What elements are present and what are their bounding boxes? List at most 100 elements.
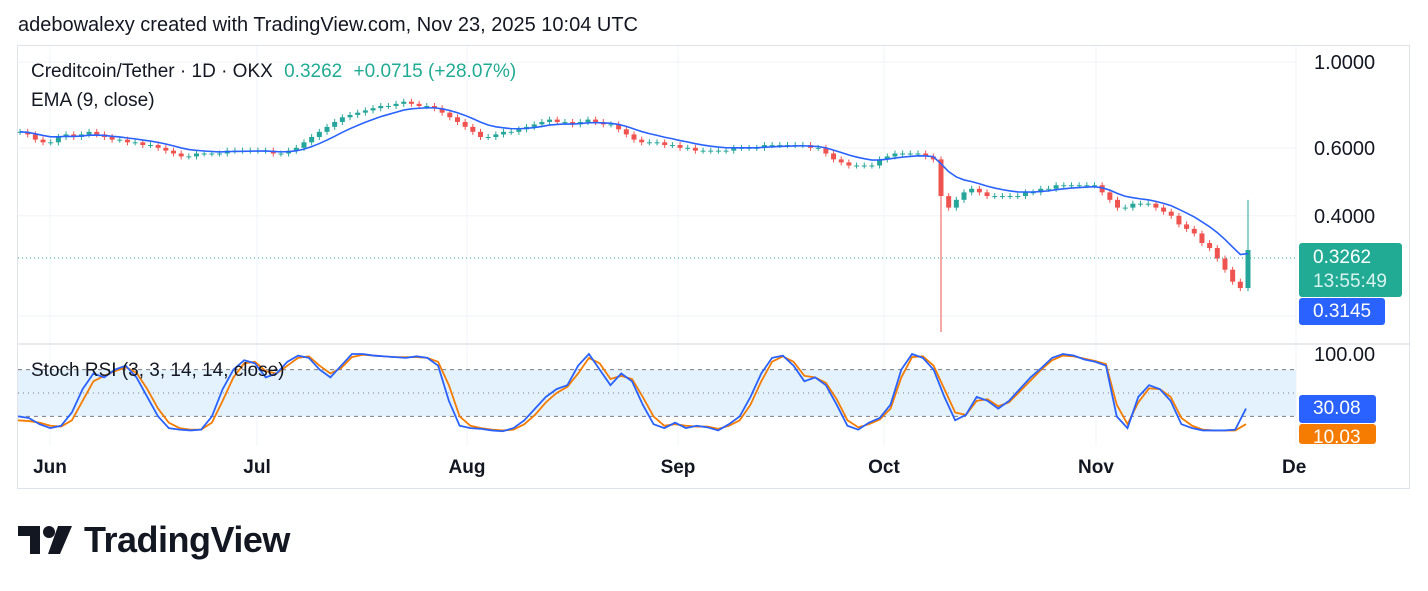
candle-body bbox=[777, 145, 783, 147]
candle-body bbox=[669, 145, 675, 147]
chart-frame[interactable] bbox=[17, 45, 1410, 489]
candle-body bbox=[201, 153, 207, 155]
candle-body bbox=[301, 142, 307, 148]
candle-body bbox=[969, 188, 975, 193]
candle-body bbox=[516, 129, 522, 132]
candle-body bbox=[117, 139, 123, 141]
candle-body bbox=[48, 142, 54, 144]
candle-body bbox=[408, 101, 414, 104]
last-price-tag-value: 0.3262 bbox=[1313, 247, 1372, 268]
price-axis-label: 1.0000 bbox=[1314, 52, 1375, 74]
time-axis-label: Jun bbox=[33, 457, 67, 478]
candle-body bbox=[332, 121, 338, 127]
candle-body bbox=[554, 119, 560, 122]
candle-body bbox=[1053, 185, 1059, 189]
candle-body bbox=[155, 145, 161, 148]
stoch-legend[interactable]: Stoch RSI (3, 3, 14, 14, close) bbox=[31, 360, 285, 381]
candle-body bbox=[385, 105, 391, 107]
candle-body bbox=[616, 124, 622, 130]
chart-caption: adebowalexy created with TradingView.com… bbox=[18, 14, 638, 36]
candle-body bbox=[1207, 243, 1213, 249]
tradingview-logo-icon bbox=[18, 526, 72, 554]
time-axis-label: De bbox=[1282, 457, 1306, 478]
candle-body bbox=[831, 153, 837, 160]
candle-body bbox=[861, 165, 867, 167]
candle-body bbox=[1099, 185, 1105, 193]
candle-body bbox=[454, 117, 460, 122]
candle-body bbox=[1184, 224, 1190, 229]
candle-body bbox=[1061, 185, 1067, 187]
candle-body bbox=[685, 147, 691, 149]
candle-body bbox=[531, 124, 537, 127]
candle-body bbox=[731, 147, 737, 151]
candle-body bbox=[132, 142, 138, 144]
candle-body bbox=[1214, 248, 1220, 259]
candle-body bbox=[508, 131, 514, 133]
time-axis-label: Jul bbox=[243, 457, 270, 478]
candle-body bbox=[485, 136, 491, 138]
candle-body bbox=[662, 142, 668, 146]
time-axis-label: Oct bbox=[868, 457, 900, 478]
candle-body bbox=[424, 105, 430, 107]
candle-body bbox=[163, 147, 169, 151]
candle-body bbox=[309, 136, 315, 143]
tradingview-logo[interactable]: TradingView bbox=[18, 519, 290, 560]
candle-body bbox=[1230, 269, 1236, 282]
candle-body bbox=[447, 112, 453, 118]
candle-body bbox=[1245, 249, 1251, 289]
candle-body bbox=[1145, 203, 1151, 205]
candle-body bbox=[677, 145, 683, 148]
tradingview-wordmark: TradingView bbox=[84, 519, 290, 560]
candle-body bbox=[961, 192, 967, 200]
last-price-tag: 0.3262 13:55:49 bbox=[1299, 243, 1402, 297]
candle-body bbox=[547, 119, 553, 122]
candle-body bbox=[1130, 203, 1136, 208]
candle-body bbox=[362, 110, 368, 113]
candle-body bbox=[393, 103, 399, 106]
candle-body bbox=[976, 188, 982, 193]
candle-body bbox=[1045, 188, 1051, 190]
candle-body bbox=[109, 136, 115, 140]
candle-body bbox=[194, 153, 200, 157]
candle-body bbox=[1038, 188, 1044, 193]
candle-body bbox=[708, 150, 714, 152]
candle-body bbox=[892, 153, 898, 157]
stoch-axis-label: 100.00 bbox=[1314, 344, 1375, 366]
candle-body bbox=[1084, 185, 1090, 187]
last-price: 0.3262 bbox=[284, 61, 343, 82]
ema-legend[interactable]: EMA (9, close) bbox=[31, 90, 155, 111]
candle-body bbox=[478, 131, 483, 137]
symbol-title: Creditcoin/Tether · 1D · OKX bbox=[31, 61, 273, 82]
candle-body bbox=[1092, 185, 1097, 187]
candle-body bbox=[1161, 207, 1167, 212]
candle-body bbox=[769, 145, 775, 147]
candle-body bbox=[823, 147, 829, 154]
candle-body bbox=[854, 165, 860, 167]
candle-body bbox=[171, 150, 176, 154]
candle-body bbox=[1199, 233, 1205, 244]
candle-body bbox=[761, 145, 767, 148]
candle-body bbox=[416, 103, 422, 106]
candle-body bbox=[999, 196, 1005, 198]
candle-body bbox=[915, 153, 921, 155]
candle-body bbox=[907, 153, 913, 155]
candle-body bbox=[992, 196, 998, 198]
candle-body bbox=[692, 147, 698, 151]
candle-body bbox=[1122, 207, 1128, 209]
candle-body bbox=[884, 156, 890, 160]
candle-body bbox=[147, 145, 153, 147]
symbol-legend[interactable]: Creditcoin/Tether · 1D · OKX 0.3262 +0.0… bbox=[31, 61, 516, 83]
candle-body bbox=[278, 153, 284, 155]
candle-body bbox=[700, 150, 706, 152]
candle-body bbox=[953, 199, 959, 208]
candle-body bbox=[355, 112, 361, 115]
candle-body bbox=[877, 159, 883, 166]
candle-body bbox=[539, 121, 545, 125]
candle-body bbox=[209, 153, 215, 155]
candle-body bbox=[55, 136, 61, 143]
candle-body bbox=[585, 119, 591, 122]
time-axis-label: Nov bbox=[1078, 457, 1114, 478]
candle-body bbox=[1191, 228, 1197, 234]
candle-body bbox=[938, 159, 944, 197]
